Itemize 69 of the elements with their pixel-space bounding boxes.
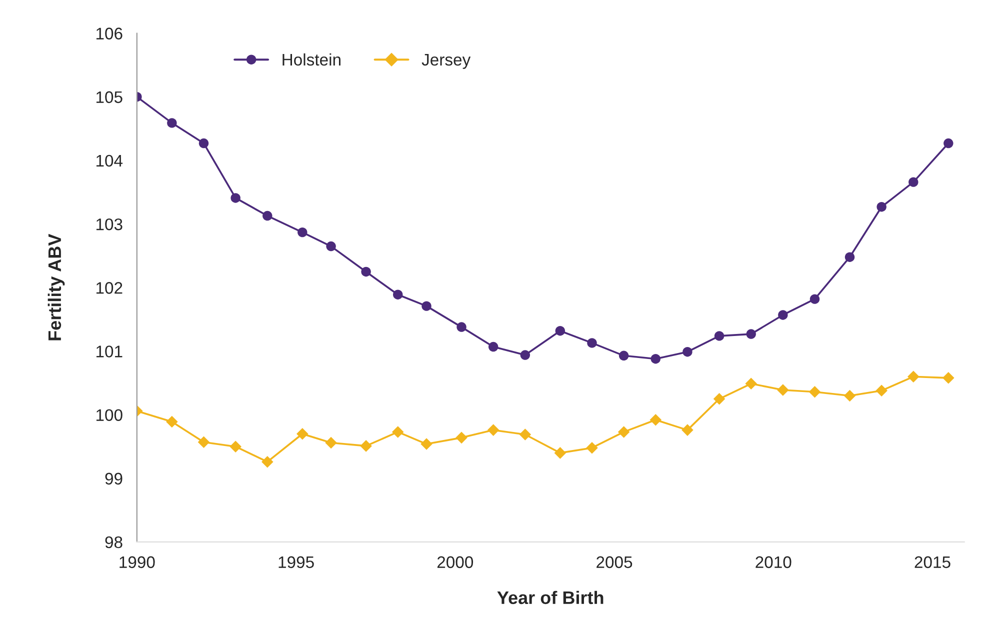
point (420, 438, 432, 450)
point (360, 440, 372, 452)
point (262, 210, 272, 221)
point (908, 370, 920, 383)
point (488, 342, 498, 352)
point (844, 390, 856, 402)
x-tick-label: 1995 (278, 556, 314, 568)
point (618, 350, 629, 361)
point (714, 331, 724, 341)
point (361, 266, 371, 277)
point (519, 428, 532, 440)
y-tick-label: 101 (96, 346, 122, 358)
y-tick-label: 100 (96, 409, 122, 421)
y-tick-label: 106 (96, 28, 122, 40)
point (777, 384, 789, 396)
point (296, 428, 308, 440)
legend-label: Holstein (282, 53, 340, 66)
point (198, 138, 209, 148)
point (392, 426, 404, 438)
point (487, 424, 500, 436)
y-axis-title: Fertility ABV (48, 234, 65, 340)
y-tick-label: 102 (96, 282, 122, 294)
point (586, 442, 598, 454)
point (944, 138, 954, 148)
y-tick-label: 105 (96, 91, 122, 104)
x-axis-title: Year of Birth (497, 590, 604, 604)
point (844, 252, 855, 262)
point (166, 416, 178, 428)
point (587, 338, 597, 348)
point (262, 456, 274, 468)
y-tick-label: 99 (105, 472, 122, 485)
point (520, 350, 530, 360)
point (908, 177, 918, 187)
point (618, 426, 630, 438)
point (808, 386, 821, 398)
point (810, 294, 820, 304)
y-tick-label: 104 (96, 154, 123, 167)
point (876, 384, 888, 397)
x-tick-label: 2000 (437, 556, 474, 568)
point (198, 436, 210, 448)
point (650, 354, 660, 364)
x-tick-label: 1990 (120, 556, 155, 568)
point (167, 118, 177, 128)
point (230, 193, 240, 203)
x-tick-label: 2010 (756, 556, 792, 568)
point (876, 202, 886, 212)
x-tick-label: 2015 (914, 556, 950, 568)
point (393, 290, 403, 300)
point (456, 322, 466, 332)
x-tick-label: 2005 (596, 556, 632, 568)
point (555, 326, 566, 336)
point (745, 378, 757, 390)
point (456, 432, 468, 444)
point (298, 227, 308, 238)
point (746, 329, 756, 339)
y-tick-label: 98 (105, 536, 122, 548)
point (682, 346, 692, 357)
point (325, 436, 337, 449)
legend-label: Jersey (422, 54, 471, 69)
point (713, 393, 726, 405)
point (230, 440, 242, 452)
y-tick-label: 103 (96, 218, 122, 230)
point (650, 414, 662, 426)
point (778, 310, 788, 320)
point (682, 424, 694, 436)
point (326, 241, 336, 252)
point (422, 301, 432, 311)
point (942, 372, 954, 384)
point (554, 447, 566, 459)
